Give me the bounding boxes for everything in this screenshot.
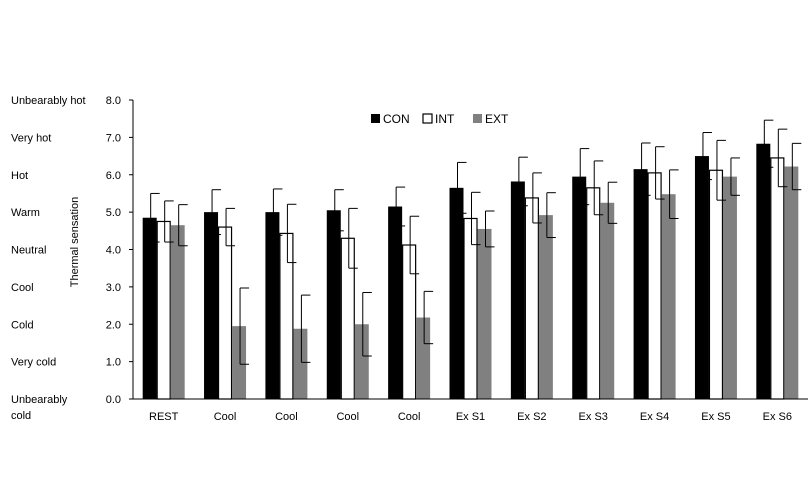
bar-int — [402, 244, 417, 400]
legend: CON INT EXT — [371, 112, 509, 126]
y-tick-label: 0.0 — [106, 394, 121, 406]
bar-ext — [722, 176, 737, 399]
x-category-label: Ex S3 — [579, 411, 608, 423]
bar-ext — [416, 317, 431, 399]
sensation-scale-label: Very hot — [11, 132, 51, 144]
sensation-scale-label: Very cold — [11, 357, 56, 369]
bar-int — [340, 237, 355, 400]
bar-int — [156, 220, 171, 400]
x-category-label: Cool — [336, 411, 359, 423]
y-tick-label: 4.0 — [106, 245, 121, 257]
legend-label-int: INT — [435, 112, 455, 126]
x-category-label: Cool — [275, 411, 298, 423]
sensation-scale-labels: Unbearably hot Very hot Hot Warm Neutral Cool… — [11, 95, 86, 422]
x-category-label: Ex S5 — [701, 411, 730, 423]
legend-swatch-int — [422, 113, 433, 124]
legend-swatch-con — [371, 114, 380, 123]
legend-label-con: CON — [383, 112, 410, 126]
y-tick-label: 7.0 — [106, 132, 121, 144]
x-category-label: Ex S4 — [640, 411, 669, 423]
legend-label-ext: EXT — [485, 112, 509, 126]
y-tick-label: 3.0 — [106, 282, 121, 294]
bar-int — [770, 157, 785, 400]
x-category-label: Ex S6 — [763, 411, 792, 423]
bar-con — [142, 217, 157, 399]
bar-con — [572, 176, 587, 399]
bar-con — [326, 210, 341, 399]
sensation-scale-label: Unbearably hot — [11, 95, 86, 107]
bars — [142, 143, 799, 400]
y-tick-label: 6.0 — [106, 170, 121, 182]
bar-int — [463, 217, 478, 400]
sensation-scale-label: Cold — [11, 319, 34, 331]
bar-con — [633, 169, 648, 399]
bar-con — [388, 206, 403, 399]
y-tick-label: 5.0 — [106, 207, 121, 219]
error-bars — [150, 119, 802, 365]
x-category-label: Cool — [214, 411, 237, 423]
bar-con — [265, 212, 280, 399]
x-category-label: Ex S2 — [517, 411, 546, 423]
y-tick-label: 8.0 — [106, 95, 121, 107]
y-tick-label: 2.0 — [106, 319, 121, 331]
bar-ext — [232, 326, 247, 399]
sensation-scale-label: Cool — [11, 282, 34, 294]
bar-int — [647, 172, 662, 400]
bar-ext — [600, 202, 615, 399]
y-axis-title: Thermal sensation — [69, 197, 81, 288]
bar-int — [279, 232, 294, 400]
bar-ext — [538, 215, 553, 399]
y-axis-ticks: 0.0 1.0 2.0 3.0 4.0 5.0 6.0 7.0 8.0 — [106, 95, 133, 406]
sensation-scale-label: Neutral — [11, 245, 46, 257]
bar-int — [524, 197, 539, 400]
bar-ext — [784, 166, 799, 399]
sensation-scale-label: Unbearably — [11, 394, 68, 406]
bar-int — [586, 187, 601, 400]
bar-ext — [293, 328, 308, 399]
bar-con — [694, 156, 709, 399]
sensation-scale-label: cold — [11, 410, 31, 422]
bar-ext — [477, 228, 492, 399]
x-category-label: REST — [149, 411, 179, 423]
x-axis-category-labels: REST Cool Cool Cool Cool Ex S1 Ex S2 Ex S3 Ex S4… — [149, 411, 792, 423]
bar-con — [449, 187, 464, 399]
bar-ext — [354, 324, 369, 399]
y-tick-label: 1.0 — [106, 357, 121, 369]
bar-int — [217, 226, 233, 400]
x-category-label: Ex S1 — [456, 411, 485, 423]
sensation-scale-label: Warm — [11, 207, 40, 219]
bar-ext — [170, 225, 185, 399]
bar-ext — [661, 194, 676, 399]
bar-int — [708, 169, 724, 400]
sensation-scale-label: Hot — [11, 170, 28, 182]
x-category-label: Cool — [398, 411, 421, 423]
legend-swatch-ext — [473, 114, 482, 123]
bar-con — [756, 143, 771, 399]
bar-con — [510, 181, 525, 399]
bar-con — [204, 212, 219, 399]
